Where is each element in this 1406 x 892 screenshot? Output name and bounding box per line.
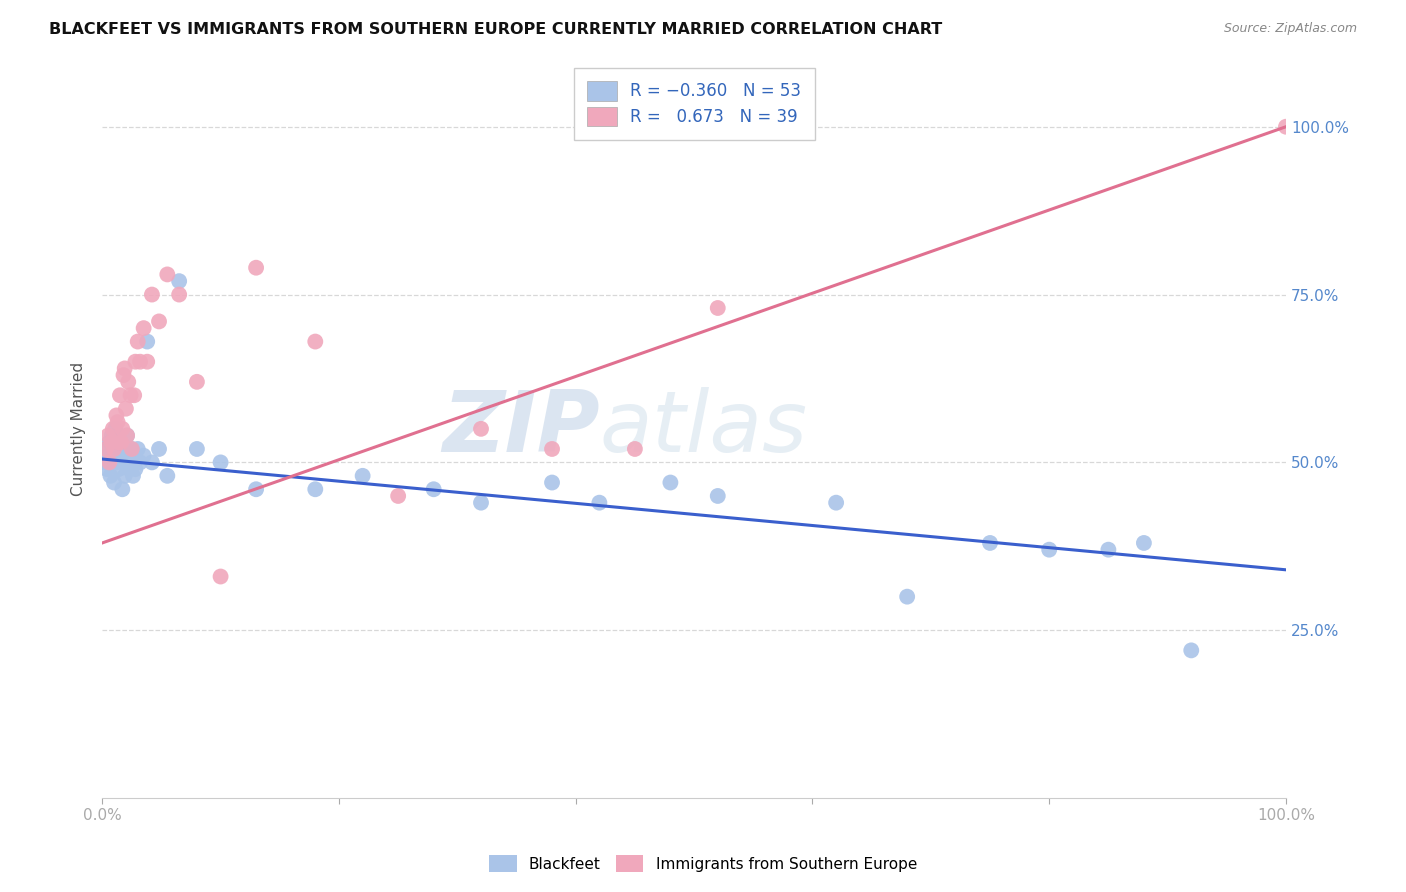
Text: BLACKFEET VS IMMIGRANTS FROM SOUTHERN EUROPE CURRENTLY MARRIED CORRELATION CHART: BLACKFEET VS IMMIGRANTS FROM SOUTHERN EU… [49,22,942,37]
Point [115,428,138,442]
Text: Source: ZipAtlas.com: Source: ZipAtlas.com [1223,22,1357,36]
Text: atlas: atlas [599,387,807,470]
Point [115,428,138,442]
Point [245,482,267,496]
Point [304,482,326,496]
Point [1133,536,1156,550]
Point [112,368,135,383]
Point [94,442,117,456]
Point [1038,542,1060,557]
Point [706,489,728,503]
Legend: Blackfeet, Immigrants from Southern Europe: Blackfeet, Immigrants from Southern Euro… [481,847,925,880]
Point [108,388,131,402]
Point [110,435,132,450]
Point [96,462,118,476]
Point [101,455,124,469]
Point [100,468,122,483]
Point [209,569,232,583]
Point [114,361,136,376]
Point [107,462,129,476]
Point [541,442,564,456]
Point [1180,643,1202,657]
Point [167,274,190,288]
Point [624,442,647,456]
Point [588,496,610,510]
Y-axis label: Currently Married: Currently Married [72,362,86,496]
Point [100,428,122,442]
Point [122,388,145,402]
Point [115,401,138,416]
Point [97,428,120,442]
Point [114,468,136,483]
Point [124,354,146,368]
Point [706,301,728,315]
Point [156,468,179,483]
Point [141,455,163,469]
Point [103,475,125,490]
Point [352,468,374,483]
Point [148,442,170,456]
Point [148,314,170,328]
Point [470,422,492,436]
Point [108,449,131,463]
Point [107,435,129,450]
Point [132,449,155,463]
Point [659,475,682,490]
Point [121,442,143,456]
Point [470,496,492,510]
Point [110,435,132,450]
Legend: R = −0.360   N = 53, R =   0.673   N = 39: R = −0.360 N = 53, R = 0.673 N = 39 [574,68,814,140]
Point [120,449,142,463]
Point [105,455,128,469]
Point [132,321,155,335]
Point [93,455,115,469]
Point [105,409,128,423]
Point [115,442,138,456]
Point [98,435,121,450]
Point [141,287,163,301]
Point [122,468,145,483]
Point [94,442,117,456]
Point [127,334,149,349]
Point [107,415,129,429]
Point [129,354,152,368]
Point [245,260,267,275]
Point [209,455,232,469]
Point [422,482,444,496]
Point [979,536,1001,550]
Point [167,287,190,301]
Text: ZIP: ZIP [441,387,599,470]
Point [103,442,125,456]
Point [156,268,179,282]
Point [118,462,141,476]
Point [304,334,326,349]
Point [541,475,564,490]
Point [186,442,208,456]
Point [117,375,139,389]
Point [111,482,134,496]
Point [136,354,159,368]
Point [896,590,918,604]
Point [387,489,409,503]
Point [1275,120,1298,134]
Point [112,455,135,469]
Point [124,462,146,476]
Point [100,435,122,450]
Point [1097,542,1119,557]
Point [111,422,134,436]
Point [186,375,208,389]
Point [136,334,159,349]
Point [98,455,121,469]
Point [122,455,145,469]
Point [104,422,127,436]
Point [120,388,142,402]
Point [107,442,129,456]
Point [127,442,149,456]
Point [129,455,152,469]
Point [825,496,848,510]
Point [97,449,120,463]
Point [117,455,139,469]
Point [121,442,143,456]
Point [101,422,124,436]
